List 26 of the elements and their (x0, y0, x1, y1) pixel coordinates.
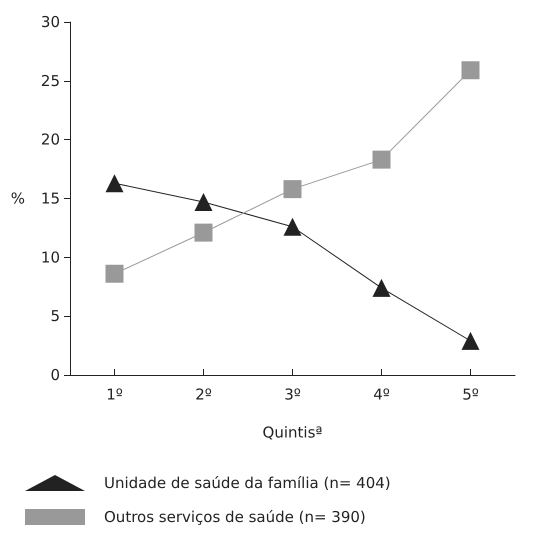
y-tick-label: 5 (50, 307, 60, 326)
point (106, 264, 124, 283)
point (372, 150, 390, 169)
point (194, 224, 212, 242)
point (462, 332, 480, 350)
y-tick-label: 0 (50, 366, 60, 384)
x-tick-label: 4º (373, 386, 390, 404)
y-axis-title: % (10, 190, 25, 208)
point (284, 180, 302, 198)
x-tick-label: 1º (106, 386, 123, 404)
y-tick-label: 10 (40, 248, 60, 266)
point (372, 278, 390, 297)
point (106, 174, 124, 192)
legend-label: Outros serviços de saúde (n= 390) (104, 508, 366, 526)
point (462, 61, 480, 80)
y-tick-label: 20 (40, 130, 60, 149)
x-tick-label: 5º (462, 386, 479, 404)
legend-label: Unidade de saúde da família (n= 404) (104, 474, 391, 492)
point (194, 193, 212, 212)
x-axis-title: Quintisª (262, 424, 322, 442)
x-tick-label: 2º (195, 386, 212, 404)
y-tick-label: 25 (40, 72, 60, 90)
x-tick-label: 3º (284, 386, 301, 404)
point (284, 218, 302, 236)
y-tick-label: 30 (40, 13, 60, 31)
y-tick-label: 15 (40, 190, 60, 208)
